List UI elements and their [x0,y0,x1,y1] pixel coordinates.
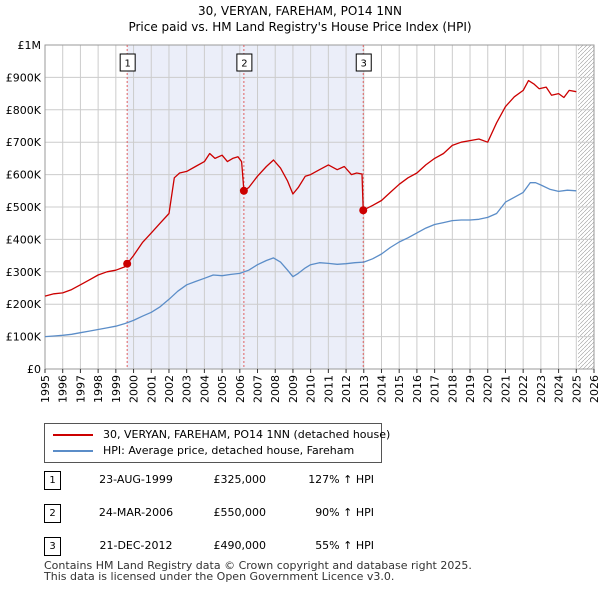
legend-label-property: 30, VERYAN, FAREHAM, PO14 1NN (detached … [103,428,391,441]
property-series-line [44,79,577,297]
x-tick-label: 2023 [535,375,548,403]
sale-price: £490,000 [213,539,267,552]
chart-svg: 30, VERYAN, FAREHAM, PO14 1NN Price paid … [6,4,600,403]
sale-marker-box [236,53,253,72]
plot-frame [44,44,595,370]
chart-legend: 30, VERYAN, FAREHAM, PO14 1NN (detached … [44,423,390,463]
sale-row: 3 21-DEC-2012 £490,000 55% ↑ HPI [44,537,404,557]
x-tick-label: 2018 [446,375,459,403]
x-tick-label: 2022 [517,375,530,403]
chart-title: 30, VERYAN, FAREHAM, PO14 1NN [198,4,402,18]
sale-price: £325,000 [213,473,267,486]
y-tick-label: £900K [6,71,42,84]
x-tick-label: 1995 [39,375,52,403]
y-tick-label: £300K [6,266,42,279]
x-tick-label: 2001 [145,375,158,403]
sale-hpi-change: 127% ↑ HPI [308,473,374,486]
sale-date: 23-AUG-1999 [99,473,173,486]
y-tick-label: £700K [6,136,42,149]
x-tick-label: 2014 [375,375,388,403]
x-tick-label: 1999 [110,375,123,403]
x-tick-label: 2008 [269,375,282,403]
sale-hpi-change: 90% ↑ HPI [315,506,374,519]
x-tick-label: 2021 [499,375,512,403]
y-tick-label: £100K [6,331,42,344]
sale-number-badge: 1 [44,471,61,490]
x-tick-label: 2020 [482,375,495,403]
sale-date: 24-MAR-2006 [98,506,174,519]
x-tick-label: 2015 [393,375,406,403]
sale-number-badge: 2 [44,504,61,523]
y-tick-label: £800K [6,104,42,117]
x-tick-label: 2007 [252,375,265,403]
sale-row: 2 24-MAR-2006 £550,000 90% ↑ HPI [44,504,404,524]
x-tick-label: 2011 [322,375,335,403]
x-tick-label: 2024 [553,375,566,403]
y-tick-label: £1M [18,39,42,52]
sale-price: £550,000 [213,506,267,519]
y-tick-label: £600K [6,169,42,182]
x-tick-label: 2013 [358,375,371,403]
x-tick-label: 1996 [57,375,70,403]
legend-swatch-hpi [53,450,93,452]
sale-point [359,206,368,215]
chart-subtitle: Price paid vs. HM Land Registry's House … [128,20,471,34]
x-tick-label: 2009 [287,375,300,403]
legend-label-hpi: HPI: Average price, detached house, Fare… [103,444,355,457]
sale-hpi-change: 55% ↑ HPI [315,539,374,552]
hpi-series-line [44,182,577,338]
x-tick-label: 2010 [305,375,318,403]
price-chart: 30, VERYAN, FAREHAM, PO14 1NN Price paid … [6,4,600,403]
x-tick-label: 2016 [411,375,424,403]
x-tick-label: 2019 [464,375,477,403]
x-tick-label: 2002 [163,375,176,403]
x-tick-label: 2006 [234,375,247,403]
y-tick-label: £500K [6,201,42,214]
x-tick-label: 2004 [198,375,211,403]
sale-point [239,186,248,195]
sale-marker-label: 3 [361,59,367,70]
sale-date: 21-DEC-2012 [99,539,173,552]
sale-number-badge: 3 [44,537,61,556]
sale-row: 1 23-AUG-1999 £325,000 127% ↑ HPI [44,471,404,491]
x-tick-label: 2005 [216,375,229,403]
x-tick-label: 2012 [340,375,353,403]
sale-point [123,259,132,268]
x-tick-label: 2000 [128,375,141,403]
y-tick-label: £400K [6,233,42,246]
sale-marker-box [355,53,372,72]
y-tick-label: £200K [6,298,42,311]
sale-marker-box [119,53,136,72]
sale-marker-label: 1 [124,59,130,70]
x-tick-label: 2025 [570,375,583,403]
x-tick-label: 2017 [429,375,442,403]
attribution-line-2: This data is licensed under the Open Gov… [44,570,395,583]
x-tick-label: 2003 [181,375,194,403]
attribution-line-1: Contains HM Land Registry data © Crown c… [44,559,472,572]
y-tick-label: £0 [27,363,41,376]
legend-swatch-property [53,434,93,436]
x-tick-label: 2026 [588,375,600,403]
x-tick-label: 1998 [92,375,105,403]
sale-marker-label: 2 [241,59,247,70]
x-tick-label: 1997 [74,375,87,403]
attribution-footer: Contains HM Land Registry data © Crown c… [44,560,472,582]
